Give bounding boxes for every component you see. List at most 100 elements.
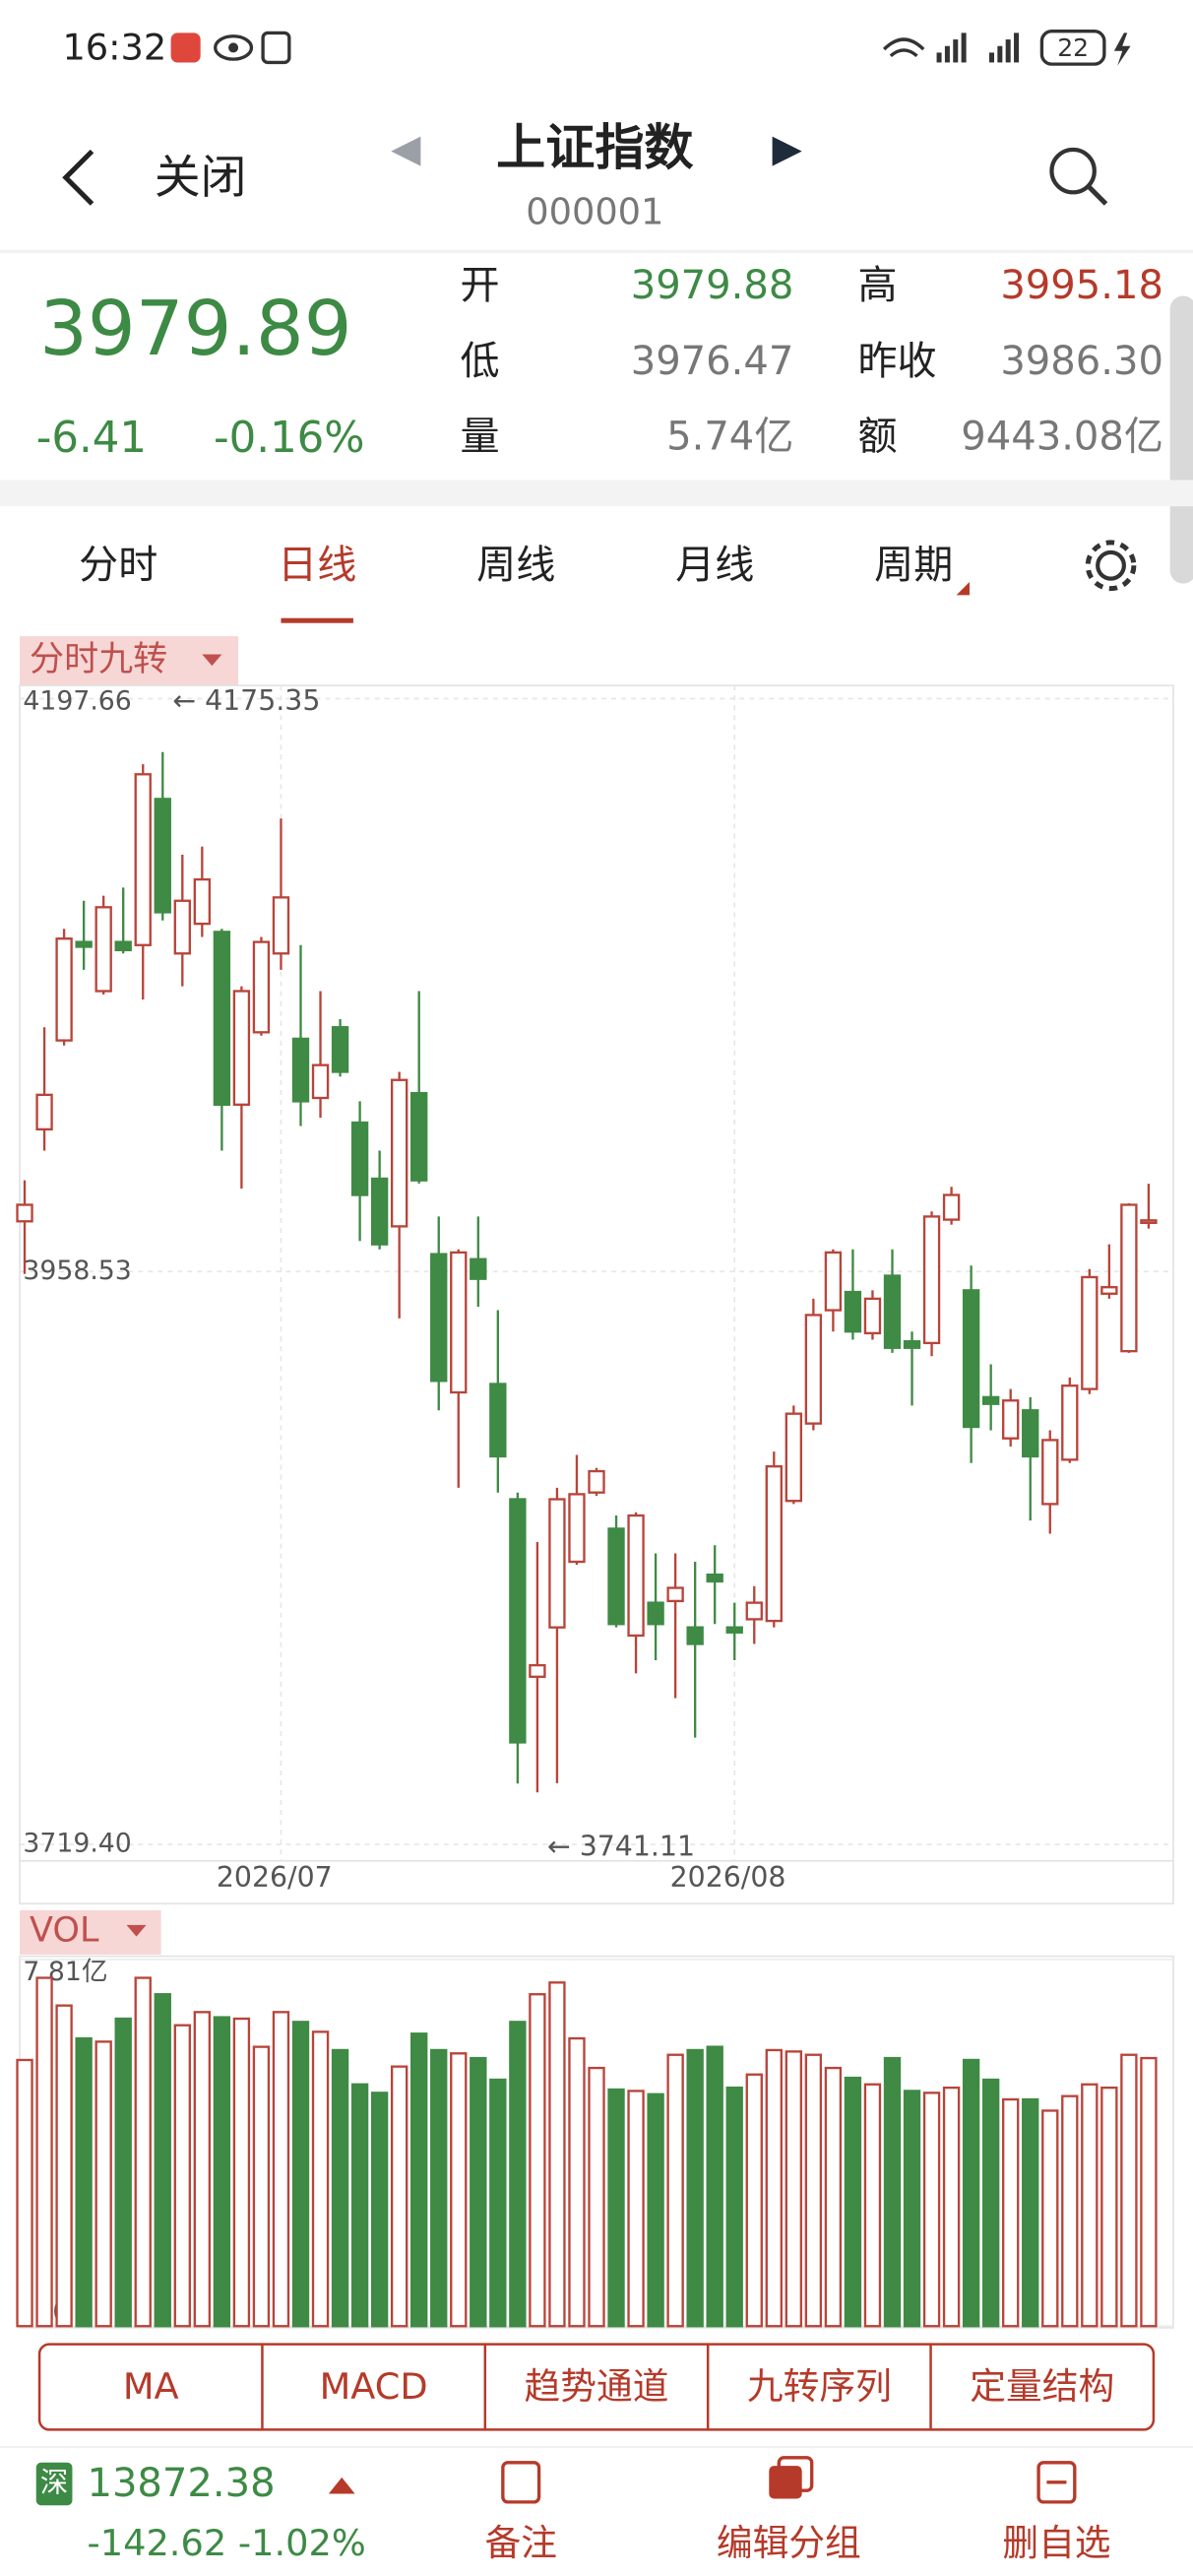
volume-bar xyxy=(430,2048,448,2328)
tab[interactable]: 周线 xyxy=(476,543,555,588)
back-label[interactable]: 关闭 xyxy=(155,152,246,205)
candle-body xyxy=(291,1037,310,1103)
battery-level: 22 xyxy=(1057,33,1089,62)
candle-body xyxy=(1081,1275,1099,1390)
indicator-button[interactable]: 定量结构 xyxy=(970,2365,1114,2408)
candle-body xyxy=(686,1626,704,1645)
volume-bar xyxy=(489,2078,507,2328)
candle-body xyxy=(1041,1439,1059,1506)
volume-bar xyxy=(114,2017,132,2328)
indicator-label[interactable]: 分时九转 xyxy=(30,639,167,679)
group-icon[interactable] xyxy=(777,2456,814,2492)
field-label: 昨收 xyxy=(857,339,936,384)
charging-icon xyxy=(1113,32,1131,66)
indicator-bar xyxy=(37,2343,1156,2431)
candle-body xyxy=(607,1527,625,1626)
x-tick-label: 2026/07 xyxy=(217,1861,333,1894)
candle-body xyxy=(509,1498,527,1744)
price-change: -6.41 xyxy=(36,414,147,463)
indicator-button[interactable]: 九转序列 xyxy=(747,2365,892,2408)
candle-body xyxy=(706,1573,723,1583)
volume-bar xyxy=(55,2004,73,2328)
volume-bar xyxy=(962,2058,980,2328)
volume-bar xyxy=(725,2086,743,2328)
tab[interactable]: 月线 xyxy=(675,543,754,588)
candle-body xyxy=(804,1314,823,1425)
candle-body xyxy=(35,1093,53,1131)
candle-body xyxy=(922,1215,941,1345)
candle-body xyxy=(647,1601,664,1626)
eye-icon xyxy=(228,42,239,53)
status-time: 16:32 xyxy=(62,27,166,69)
search-icon[interactable] xyxy=(1086,183,1108,206)
candle-body xyxy=(745,1601,763,1621)
candle-body xyxy=(134,773,152,946)
x-tick-label: 2026/08 xyxy=(670,1861,786,1894)
tab[interactable]: 分时 xyxy=(79,543,157,588)
tab[interactable]: 周期 xyxy=(874,543,953,588)
volume-bar xyxy=(232,2017,251,2328)
prev-arrow[interactable] xyxy=(391,136,421,166)
action-label[interactable]: 编辑分组 xyxy=(717,2522,861,2564)
market-badge-text: 深 xyxy=(40,2467,68,2499)
field-value: 9443.08亿 xyxy=(961,415,1163,460)
candle-body xyxy=(981,1395,1000,1405)
volume-bar xyxy=(370,2092,389,2328)
candle-body xyxy=(1120,1203,1138,1353)
candle-body xyxy=(173,899,191,955)
volume-bar xyxy=(785,2050,803,2328)
up-arrow[interactable] xyxy=(328,2477,355,2494)
volume-bar xyxy=(390,2065,408,2328)
remove-icon[interactable] xyxy=(1036,2461,1077,2504)
indicator-button[interactable]: 趋势通道 xyxy=(525,2365,669,2408)
tab[interactable]: 日线 xyxy=(278,543,356,588)
search-icon[interactable] xyxy=(1049,147,1097,195)
action-label[interactable]: 备注 xyxy=(484,2522,556,2564)
volume-bar xyxy=(903,2090,921,2328)
volume-bar xyxy=(154,1993,171,2328)
volume-bar xyxy=(134,1976,152,2328)
candle-body xyxy=(1002,1399,1020,1440)
battery-icon xyxy=(1039,30,1106,66)
candle-body xyxy=(489,1383,507,1458)
candle-body xyxy=(903,1340,921,1349)
indicator-button[interactable]: MACD xyxy=(320,2365,428,2408)
indicator-tag[interactable] xyxy=(20,636,239,686)
tab-corner xyxy=(956,581,970,596)
index-change: -142.62 -1.02% xyxy=(87,2522,365,2564)
side-handle[interactable] xyxy=(1169,295,1193,584)
candle-body xyxy=(232,990,251,1106)
volume-bar xyxy=(568,2036,586,2328)
nfc-icon xyxy=(261,31,291,65)
field-label: 量 xyxy=(460,415,499,460)
candle-body xyxy=(16,1203,33,1223)
settings-icon[interactable] xyxy=(1096,549,1126,581)
settings-icon[interactable] xyxy=(1085,540,1137,592)
candle-body xyxy=(863,1297,882,1335)
volume-bar xyxy=(291,2021,310,2328)
index-value: 13872.38 xyxy=(87,2461,275,2506)
dropdown-icon xyxy=(126,1924,147,1937)
price-chart-frame xyxy=(19,684,1174,1905)
note-icon[interactable] xyxy=(501,2461,541,2504)
volume-bar xyxy=(745,2073,763,2328)
volume-label[interactable]: VOL xyxy=(30,1910,99,1951)
stock-name: 上证指数 xyxy=(496,119,694,176)
field-value: 3995.18 xyxy=(1000,263,1163,308)
group-icon[interactable] xyxy=(769,2466,802,2499)
volume-bar xyxy=(1002,2097,1020,2328)
candle-body xyxy=(272,896,290,955)
indicator-button[interactable]: MA xyxy=(123,2365,179,2408)
volume-bar xyxy=(35,1976,53,2328)
field-value: 3986.30 xyxy=(1000,339,1163,384)
candle-body xyxy=(311,1063,330,1100)
volume-bar xyxy=(627,2090,645,2328)
candle-body xyxy=(114,940,132,952)
action-label[interactable]: 删自选 xyxy=(1002,2522,1110,2564)
field-value: 3976.47 xyxy=(631,339,794,384)
candle-body xyxy=(1100,1286,1118,1295)
back-icon[interactable] xyxy=(62,149,94,206)
next-arrow[interactable] xyxy=(772,136,802,166)
candle-body xyxy=(627,1513,645,1638)
